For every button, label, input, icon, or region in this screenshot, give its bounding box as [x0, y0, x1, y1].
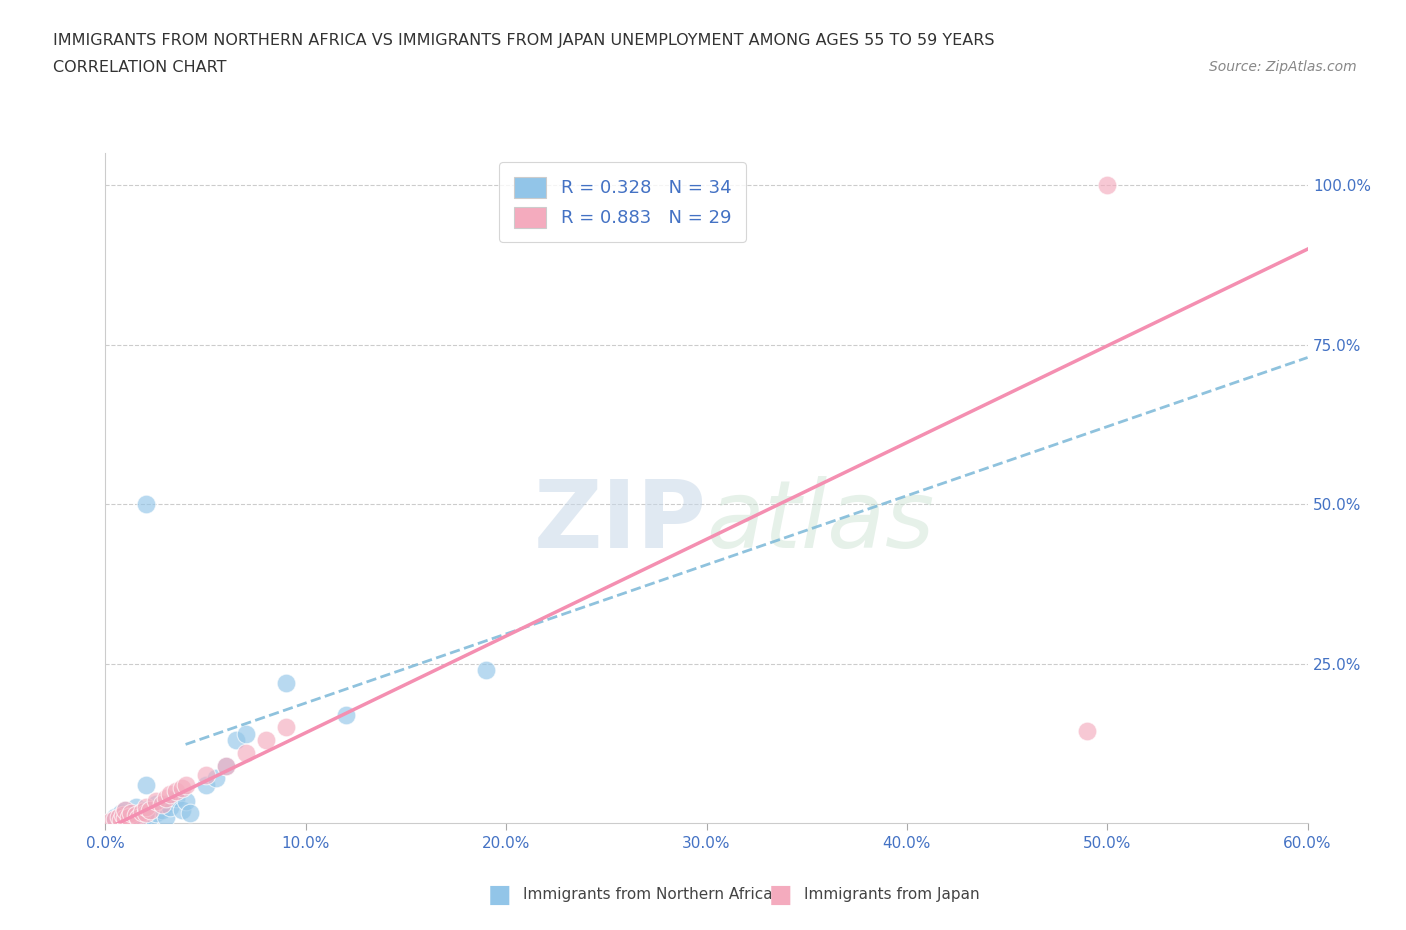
Text: IMMIGRANTS FROM NORTHERN AFRICA VS IMMIGRANTS FROM JAPAN UNEMPLOYMENT AMONG AGES: IMMIGRANTS FROM NORTHERN AFRICA VS IMMIG…: [53, 33, 995, 47]
Legend: R = 0.328   N = 34, R = 0.883   N = 29: R = 0.328 N = 34, R = 0.883 N = 29: [499, 163, 745, 242]
Point: [124, 800, 146, 815]
Point: [138, 803, 160, 817]
Point: [118, 809, 141, 824]
Point: [170, 780, 193, 795]
Point: [104, 812, 127, 827]
Point: [135, 806, 157, 821]
Point: [179, 806, 201, 821]
Point: [114, 803, 136, 817]
Point: [128, 806, 150, 821]
Point: [225, 733, 247, 748]
Point: [124, 808, 146, 823]
Point: [145, 806, 167, 821]
Point: [274, 675, 297, 690]
Point: [165, 784, 187, 799]
Point: [112, 808, 135, 823]
Point: [104, 809, 127, 824]
Point: [150, 803, 173, 817]
Point: [100, 814, 122, 829]
Point: [121, 811, 143, 826]
Point: [135, 497, 157, 512]
Point: [159, 800, 181, 815]
Point: [155, 790, 177, 805]
Point: [108, 811, 131, 826]
Text: Immigrants from Japan: Immigrants from Japan: [804, 887, 980, 902]
Text: atlas: atlas: [707, 476, 935, 567]
Point: [155, 809, 177, 824]
Point: [335, 707, 357, 722]
Point: [108, 809, 131, 824]
Point: [214, 758, 236, 773]
Point: [110, 806, 132, 821]
Point: [110, 813, 132, 828]
Point: [274, 720, 297, 735]
Text: ■: ■: [769, 883, 792, 907]
Point: [135, 777, 157, 792]
Point: [118, 809, 141, 824]
Point: [155, 796, 177, 811]
Point: [204, 771, 226, 786]
Point: [127, 811, 149, 826]
Point: [174, 793, 197, 808]
Point: [114, 803, 136, 817]
Point: [150, 796, 173, 811]
Point: [131, 804, 153, 819]
Point: [135, 803, 157, 817]
Point: [124, 808, 146, 823]
Point: [138, 809, 160, 824]
Point: [235, 746, 257, 761]
Point: [131, 813, 153, 828]
Text: Immigrants from Northern Africa: Immigrants from Northern Africa: [523, 887, 773, 902]
Point: [214, 758, 236, 773]
Point: [194, 768, 217, 783]
Point: [174, 777, 197, 792]
Point: [145, 793, 167, 808]
Point: [114, 811, 136, 826]
Point: [135, 800, 157, 815]
Point: [254, 733, 277, 748]
Point: [194, 777, 217, 792]
Point: [104, 813, 127, 828]
Point: [165, 790, 187, 805]
Text: CORRELATION CHART: CORRELATION CHART: [53, 60, 226, 75]
Point: [475, 662, 498, 677]
Point: [235, 726, 257, 741]
Point: [121, 806, 143, 821]
Text: ZIP: ZIP: [534, 476, 707, 567]
Point: [1097, 178, 1119, 193]
Text: ■: ■: [488, 883, 510, 907]
Text: Source: ZipAtlas.com: Source: ZipAtlas.com: [1209, 60, 1357, 74]
Point: [1076, 724, 1098, 738]
Point: [145, 796, 167, 811]
Point: [159, 787, 181, 802]
Point: [114, 813, 136, 828]
Point: [170, 803, 193, 817]
